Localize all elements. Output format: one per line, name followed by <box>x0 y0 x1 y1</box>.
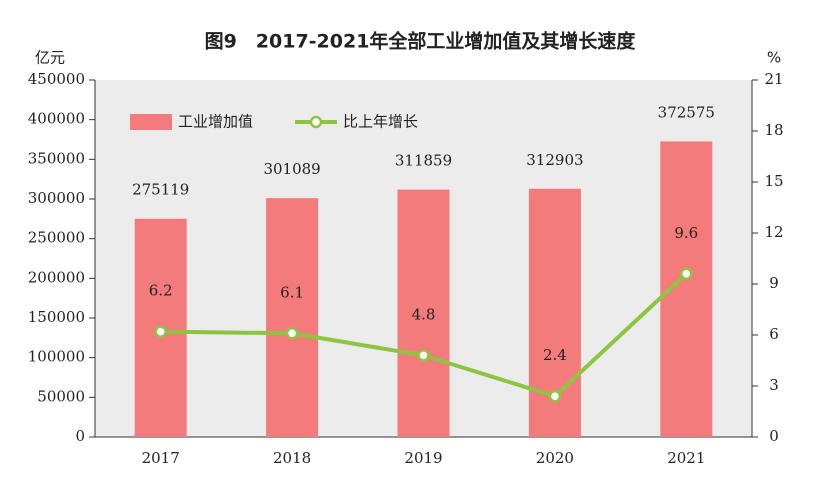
line-marker <box>417 349 430 362</box>
y2-tick-label: 18 <box>764 121 783 139</box>
bar-value-label: 311859 <box>395 152 452 170</box>
line-marker <box>154 325 167 338</box>
line-marker <box>548 389 562 403</box>
bar-value-label: 275119 <box>132 181 189 199</box>
y2-tick-label: 21 <box>764 70 783 88</box>
y-tick-label: 400000 <box>28 110 85 128</box>
y-tick-label: 0 <box>75 427 85 445</box>
bar <box>397 189 450 437</box>
x-tick-label: 2017 <box>142 449 180 467</box>
y-tick-label: 50000 <box>37 387 85 405</box>
y-tick-label: 100000 <box>28 348 85 366</box>
line-value-label: 9.6 <box>674 224 698 242</box>
x-tick-label: 2021 <box>667 449 705 467</box>
line-value-label: 6.1 <box>280 283 304 301</box>
x-tick-label: 2019 <box>404 449 442 467</box>
line-value-label: 2.4 <box>543 346 567 364</box>
y2-tick-label: 9 <box>769 274 779 292</box>
y-tick-label: 350000 <box>28 149 85 167</box>
legend-swatch <box>130 114 172 130</box>
bar-value-label: 312903 <box>526 151 583 169</box>
y2-axis-label: % <box>767 49 781 67</box>
y-tick-label: 150000 <box>28 308 85 326</box>
bar-value-label: 301089 <box>263 160 320 178</box>
legend-label: 工业增加值 <box>178 113 253 131</box>
y-tick-label: 450000 <box>28 70 85 88</box>
legend-swatch <box>309 115 323 129</box>
y2-tick-label: 3 <box>769 376 779 394</box>
y2-tick-label: 6 <box>769 325 779 343</box>
y-tick-label: 250000 <box>28 229 85 247</box>
bar-value-label: 372575 <box>658 103 715 121</box>
bar <box>266 198 319 437</box>
line-value-label: 6.2 <box>149 282 173 300</box>
x-tick-label: 2018 <box>273 449 311 467</box>
x-tick-label: 2020 <box>536 449 574 467</box>
y2-tick-label: 15 <box>764 172 783 190</box>
legend-label: 比上年增长 <box>343 113 418 131</box>
y2-tick-label: 12 <box>764 223 783 241</box>
y-tick-label: 200000 <box>28 268 85 286</box>
line-marker <box>285 327 299 340</box>
line-marker <box>680 267 693 281</box>
chart-title: 图9 2017-2021年全部工业增加值及其增长速度 <box>205 30 637 53</box>
y-tick-label: 300000 <box>28 189 85 207</box>
y-axis-label: 亿元 <box>35 49 65 67</box>
y2-tick-label: 0 <box>769 427 779 445</box>
line-value-label: 4.8 <box>412 305 436 323</box>
